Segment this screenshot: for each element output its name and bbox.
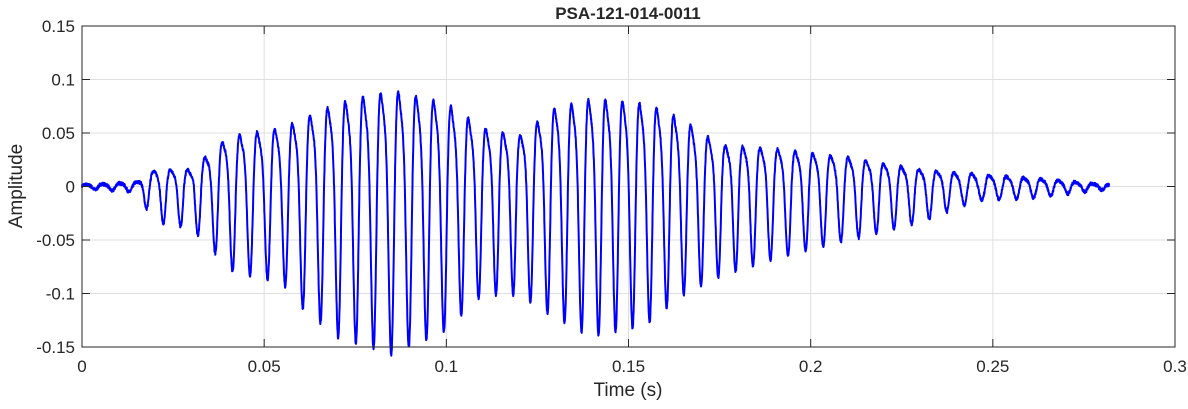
y-tick-label: -0.1 bbox=[46, 285, 75, 304]
x-tick-label: 0.15 bbox=[612, 357, 645, 376]
x-tick-label: 0 bbox=[77, 357, 86, 376]
x-tick-label: 0.25 bbox=[976, 357, 1009, 376]
x-tick-label: 0.1 bbox=[435, 357, 459, 376]
y-tick-label: 0.05 bbox=[42, 124, 75, 143]
x-tick-label: 0.05 bbox=[248, 357, 281, 376]
y-axis-label: Amplitude bbox=[6, 144, 27, 229]
y-tick-label: -0.15 bbox=[36, 338, 75, 357]
y-tick-label: 0 bbox=[66, 178, 75, 197]
y-tick-label: 0.1 bbox=[51, 71, 75, 90]
y-tick-label: 0.15 bbox=[42, 17, 75, 36]
ticks: 0 0.05 0.1 0.15 0.2 0.25 0.3 0.15 0.1 0.05 0 -0.05 -… bbox=[36, 17, 1187, 376]
y-tick-label: -0.05 bbox=[36, 231, 75, 250]
chart-title: PSA-121-014-0011 bbox=[555, 4, 701, 23]
x-axis-label: Time (s) bbox=[594, 380, 663, 401]
signal-line bbox=[81, 90, 1111, 357]
x-tick-label: 0.3 bbox=[1163, 357, 1187, 376]
x-tick-label: 0.2 bbox=[799, 357, 823, 376]
